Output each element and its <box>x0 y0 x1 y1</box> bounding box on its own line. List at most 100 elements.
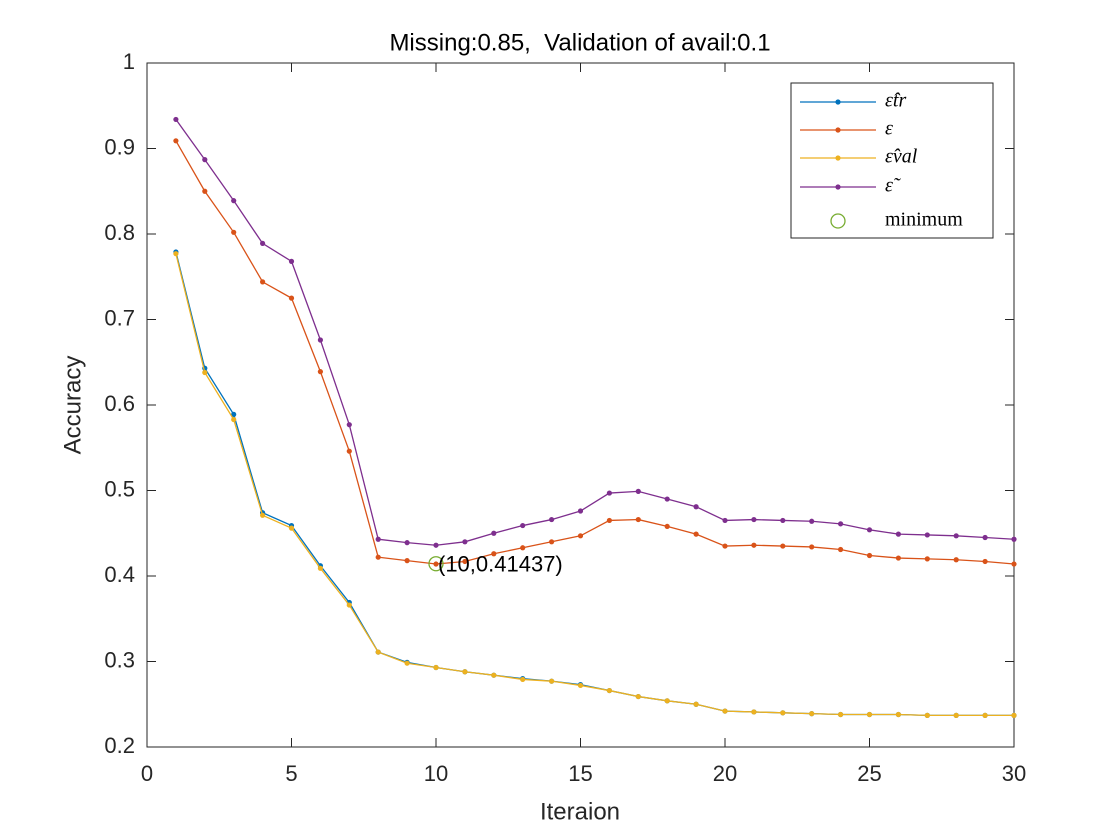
point <box>520 522 526 529</box>
series-line <box>175 119 1015 546</box>
point <box>462 539 468 545</box>
point <box>404 558 410 564</box>
point <box>780 710 786 716</box>
point <box>722 708 728 714</box>
point <box>317 369 323 375</box>
point <box>866 527 873 533</box>
point <box>404 540 410 546</box>
series-line <box>175 140 1015 565</box>
point <box>606 517 613 524</box>
legend-marker <box>835 99 841 105</box>
y-tick-label: 0.6 <box>104 391 135 416</box>
x-tick-label: 15 <box>568 761 592 786</box>
point <box>1011 536 1017 542</box>
point <box>375 649 381 655</box>
point <box>404 660 410 666</box>
point <box>462 669 468 675</box>
point <box>173 116 179 123</box>
point <box>606 687 613 694</box>
y-tick-label: 0.8 <box>104 220 135 245</box>
x-tick-label: 20 <box>713 761 737 786</box>
point <box>635 488 641 494</box>
point <box>924 556 930 562</box>
point <box>549 678 555 684</box>
point <box>635 516 641 523</box>
point <box>346 422 352 428</box>
point <box>866 711 873 718</box>
minimum-marker <box>428 556 444 572</box>
point <box>346 448 352 454</box>
point <box>549 516 555 523</box>
point <box>751 542 757 548</box>
point <box>260 512 266 518</box>
legend-marker <box>835 184 841 190</box>
point <box>433 561 439 567</box>
x-tick-label: 5 <box>285 761 297 786</box>
point <box>288 295 295 301</box>
x-tick-label: 30 <box>1002 761 1026 786</box>
point <box>722 543 728 549</box>
point <box>577 682 584 689</box>
point <box>866 552 873 559</box>
x-tick-label: 0 <box>141 761 153 786</box>
point <box>635 693 641 700</box>
point <box>838 711 844 718</box>
point <box>838 521 844 527</box>
point <box>809 711 815 717</box>
point <box>924 712 930 718</box>
y-tick-label: 1 <box>123 49 135 74</box>
point <box>260 240 266 247</box>
point <box>491 551 497 557</box>
point <box>173 251 179 257</box>
y-tick-label: 0.7 <box>104 305 135 330</box>
y-tick-label: 0.9 <box>104 134 135 159</box>
point <box>664 523 670 530</box>
point <box>982 558 988 565</box>
point <box>953 533 959 539</box>
point <box>838 546 844 553</box>
point <box>751 709 757 715</box>
point <box>751 516 757 523</box>
point <box>520 676 526 683</box>
legend-marker <box>835 155 841 161</box>
point <box>231 416 237 423</box>
point <box>1011 561 1017 567</box>
point <box>693 504 699 510</box>
x-tick-label: 25 <box>857 761 881 786</box>
point <box>231 229 237 235</box>
point <box>549 539 555 545</box>
point <box>809 544 815 550</box>
point <box>288 525 295 531</box>
y-tick-label: 0.3 <box>104 647 135 672</box>
point <box>317 565 323 571</box>
point <box>924 532 930 538</box>
point <box>375 554 381 560</box>
point <box>895 531 902 537</box>
point <box>491 672 497 678</box>
annotation-label: (10,0.41437) <box>438 552 563 577</box>
point <box>288 258 295 264</box>
point <box>260 279 266 285</box>
point <box>664 496 670 502</box>
point <box>202 157 208 163</box>
point <box>982 534 988 541</box>
point <box>202 369 208 376</box>
point <box>1011 712 1017 718</box>
legend-label: ε̂val <box>885 146 918 168</box>
series-line <box>175 253 1014 717</box>
point <box>202 188 208 194</box>
point <box>953 557 959 563</box>
point <box>491 530 497 536</box>
y-tick-label: 0.2 <box>104 733 135 758</box>
point <box>462 558 468 565</box>
point <box>231 411 237 418</box>
point <box>982 712 988 718</box>
point <box>780 543 786 549</box>
x-tick-label: 10 <box>424 761 448 786</box>
point <box>722 517 728 524</box>
point <box>895 555 902 561</box>
x-axis-label: Iteraion <box>540 798 620 825</box>
point <box>693 701 699 707</box>
y-axis-label: Accuracy <box>59 356 86 455</box>
